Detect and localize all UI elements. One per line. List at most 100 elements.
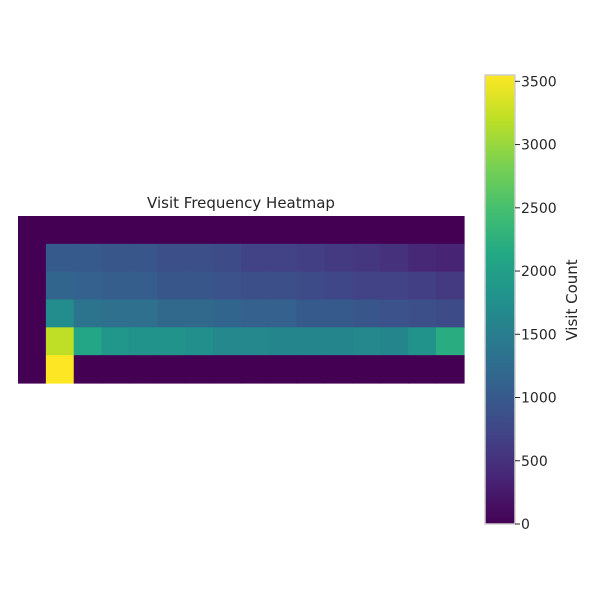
colorbar-ticks: 0 500 1000 1500 2000 2500 3000 3500 [515,74,557,533]
heatmap-cell [213,300,241,328]
heatmap-cell [269,300,297,328]
colorbar-tick-label: 1000 [521,391,557,407]
heatmap-cell [297,244,325,272]
heatmap-cell [157,355,185,383]
heatmap-cell [325,272,353,300]
heatmap-cell [157,300,185,328]
heatmap-cell [213,216,241,244]
heatmap-cell [297,216,325,244]
heatmap-cell [157,327,185,355]
heatmap-cell [213,244,241,272]
heatmap-cell [408,327,436,355]
heatmap-cell [325,327,353,355]
heatmap-cell [325,216,353,244]
heatmap-cell [436,272,464,300]
heatmap-cell [185,216,213,244]
heatmap-cell [408,216,436,244]
heatmap-cell [46,300,74,328]
heatmap-cell [130,272,158,300]
heatmap-cell [18,355,46,383]
heatmap-cell [269,327,297,355]
heatmap-cell [102,355,130,383]
heatmap-cell [353,244,381,272]
heatmap-cell [241,272,269,300]
heatmap-cell [74,244,102,272]
heatmap-cell [241,327,269,355]
heatmap-cell [102,216,130,244]
heatmap-cell [241,216,269,244]
heatmap-cell [157,272,185,300]
heatmap-cell [241,355,269,383]
heatmap-cell [241,300,269,328]
heatmap-cell [353,272,381,300]
heatmap-cell [408,244,436,272]
heatmap-cell [46,216,74,244]
heatmap-cell [436,355,464,383]
heatmap-cell [353,300,381,328]
heatmap-grid [18,216,465,384]
heatmap-cell [213,355,241,383]
heatmap-cell [353,327,381,355]
heatmap-cell [297,300,325,328]
heatmap-cell [325,300,353,328]
heatmap-cell [157,244,185,272]
heatmap-cell [213,272,241,300]
heatmap-cell [185,300,213,328]
heatmap-cell [241,244,269,272]
heatmap-cell [297,327,325,355]
heatmap-cell [269,355,297,383]
heatmap-cell [130,300,158,328]
heatmap-cell [46,272,74,300]
heatmap-cell [74,327,102,355]
heatmap-cell [436,216,464,244]
heatmap-cell [74,355,102,383]
heatmap-cell [18,272,46,300]
colorbar-tick-label: 3500 [521,74,557,90]
heatmap-cell [297,272,325,300]
heatmap-cell [353,355,381,383]
heatmap-cell [353,216,381,244]
heatmap-cell [130,244,158,272]
heatmap-cell [102,244,130,272]
heatmap-cell [74,272,102,300]
heatmap-cell [74,300,102,328]
heatmap-cell [185,272,213,300]
colorbar-tick-label: 2500 [521,201,557,217]
heatmap-cell [436,300,464,328]
heatmap-cell [269,272,297,300]
colorbar-tick-label: 1500 [521,327,557,343]
heatmap-cell [185,355,213,383]
heatmap-cell [408,272,436,300]
heatmap-cell [130,327,158,355]
heatmap-cell [380,300,408,328]
heatmap-cell [380,244,408,272]
heatmap-cell [380,327,408,355]
heatmap-cell [297,355,325,383]
colorbar-tick-label: 3000 [521,138,557,154]
heatmap-cell [102,272,130,300]
heatmap-cell [185,244,213,272]
heatmap-cell [130,216,158,244]
colorbar-tick-label: 2000 [521,264,557,280]
chart-title: Visit Frequency Heatmap [147,194,335,212]
heatmap-cell [380,355,408,383]
heatmap-cell [46,327,74,355]
heatmap-cell [130,355,158,383]
heatmap-cell [269,244,297,272]
heatmap-cell [325,355,353,383]
heatmap-cell [18,327,46,355]
heatmap-cell [436,327,464,355]
heatmap-cell [74,216,102,244]
heatmap-cell [408,355,436,383]
colorbar-tick-label: 0 [521,517,530,533]
heatmap-cell [213,327,241,355]
heatmap-cell [18,300,46,328]
heatmap-cell [157,216,185,244]
colorbar [485,75,515,524]
heatmap-cell [18,216,46,244]
heatmap-cell [102,300,130,328]
heatmap-cell [18,244,46,272]
heatmap-cell [269,216,297,244]
heatmap-cell [325,244,353,272]
